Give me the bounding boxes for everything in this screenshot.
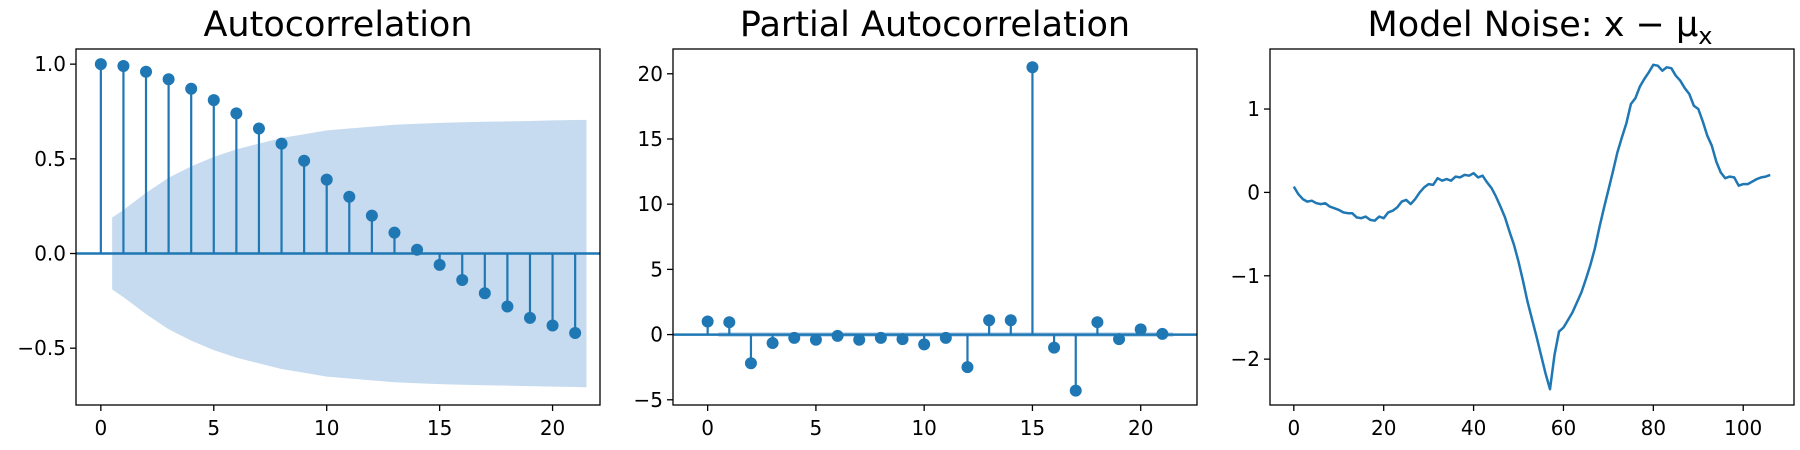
acf-marker-7 — [252, 122, 265, 135]
acf-axes-frame — [75, 48, 601, 406]
pacf-marker-8 — [874, 331, 887, 344]
pacf-marker-16 — [1048, 341, 1061, 354]
acf-ytick-label-0.5: 0.5 — [34, 147, 66, 171]
acf-marker-3 — [162, 73, 175, 86]
acf-ytick-label-1: 1.0 — [34, 52, 66, 76]
acf-marker-5 — [207, 94, 220, 107]
noise-ytick-label-0: 0 — [1247, 180, 1260, 204]
noise-xtick-label-60: 60 — [1551, 416, 1576, 440]
acf-marker-4 — [185, 82, 198, 95]
acf-marker-17 — [478, 287, 491, 300]
pacf-marker-15 — [1026, 61, 1039, 74]
noise-xtick-label-100: 100 — [1724, 416, 1762, 440]
noise-axes-frame — [1269, 48, 1795, 406]
pacf-marker-5 — [809, 333, 822, 346]
acf-xtick-label-10: 10 — [314, 416, 339, 440]
acf-marker-0 — [94, 58, 107, 71]
acf-marker-8 — [275, 137, 288, 150]
pacf-marker-10 — [918, 338, 931, 351]
acf-marker-15 — [433, 258, 446, 271]
pacf-marker-14 — [1004, 314, 1017, 327]
pacf-xtick-label-5: 5 — [810, 416, 823, 440]
pacf-marker-1 — [723, 316, 736, 329]
noise-title: Model Noise: x − μx — [1368, 5, 1713, 50]
acf-marker-12 — [365, 209, 378, 222]
acf-plot-area: 0 5 10 15 20 −0.5 0.0 0.5 1.0 — [17, 48, 601, 440]
pacf-marker-3 — [766, 337, 779, 350]
acf-xtick-label-20: 20 — [540, 416, 565, 440]
pacf-marker-0 — [701, 315, 714, 328]
noise-series-line — [1292, 63, 1771, 391]
pacf-marker-18 — [1091, 316, 1104, 329]
pacf-marker-9 — [896, 333, 909, 346]
acf-marker-21 — [569, 327, 582, 340]
pacf-xtick-label-0: 0 — [701, 416, 714, 440]
acf-marker-11 — [343, 190, 356, 203]
noise-title-text: Model Noise: x − μ — [1368, 5, 1699, 45]
pacf-marker-11 — [939, 331, 952, 344]
acf-ytick-label--0.5: −0.5 — [17, 336, 66, 360]
acf-marker-20 — [546, 319, 559, 332]
acf-marker-1 — [117, 60, 130, 73]
noise-xtick-label-80: 80 — [1641, 416, 1666, 440]
pacf-ytick-label--5: −5 — [634, 388, 663, 412]
acf-marker-6 — [230, 107, 243, 120]
pacf-marker-12 — [961, 361, 974, 374]
noise-plot-area: 0 20 40 60 80 100 −2 −1 0 1 — [1231, 48, 1795, 440]
pacf-ytick-label-5: 5 — [650, 257, 663, 281]
pacf-marker-21 — [1156, 327, 1169, 340]
acf-marker-2 — [140, 65, 153, 78]
acf-title: Autocorrelation — [203, 5, 472, 45]
acf-xtick-label-15: 15 — [427, 416, 452, 440]
acf-marker-16 — [456, 274, 469, 287]
pacf-xtick-label-15: 15 — [1020, 416, 1045, 440]
pacf-marker-7 — [853, 333, 866, 346]
noise-panel: Model Noise: x − μx 0 20 40 60 80 100 −2 −1 0 1 — [1231, 5, 1795, 440]
pacf-marker-4 — [788, 331, 801, 344]
pacf-marker-2 — [744, 357, 757, 370]
pacf-marker-19 — [1113, 333, 1126, 346]
pacf-ytick-label-0: 0 — [650, 323, 663, 347]
acf-marker-13 — [388, 226, 401, 239]
noise-ytick-label--2: −2 — [1231, 347, 1260, 371]
pacf-xtick-label-10: 10 — [911, 416, 936, 440]
pacf-marker-6 — [831, 329, 844, 342]
pacf-xtick-label-20: 20 — [1128, 416, 1153, 440]
pacf-plot-area: 0 5 10 15 20 −5 0 5 10 15 20 — [634, 48, 1198, 440]
noise-xtick-label-20: 20 — [1371, 416, 1396, 440]
noise-xtick-label-0: 0 — [1287, 416, 1300, 440]
pacf-ytick-label-20: 20 — [638, 62, 663, 86]
noise-ytick-label--1: −1 — [1231, 264, 1260, 288]
noise-ytick-label-1: 1 — [1247, 97, 1260, 121]
pacf-ytick-label-15: 15 — [638, 127, 663, 151]
acf-marker-18 — [501, 300, 514, 313]
pacf-title: Partial Autocorrelation — [740, 5, 1130, 45]
acf-marker-19 — [523, 311, 536, 324]
pacf-axes-frame — [672, 48, 1198, 406]
pacf-marker-17 — [1069, 384, 1082, 397]
pacf-panel: Partial Autocorrelation 0 5 10 15 20 −5 0 5 10 15… — [634, 5, 1198, 440]
pacf-marker-13 — [983, 314, 996, 327]
acf-xtick-label-0: 0 — [94, 416, 107, 440]
noise-xtick-label-40: 40 — [1461, 416, 1486, 440]
pacf-marker-20 — [1134, 323, 1147, 336]
acf-ytick-label-0: 0.0 — [34, 242, 66, 266]
noise-title-subscript: x — [1698, 22, 1712, 50]
acf-marker-9 — [298, 154, 311, 167]
acf-xtick-label-5: 5 — [207, 416, 220, 440]
acf-panel: Autocorrelation 0 5 10 15 20 −0.5 0.0 0.5 1.0 — [17, 5, 601, 440]
pacf-ytick-label-10: 10 — [638, 192, 663, 216]
acf-marker-14 — [411, 243, 424, 256]
acf-marker-10 — [320, 173, 333, 186]
